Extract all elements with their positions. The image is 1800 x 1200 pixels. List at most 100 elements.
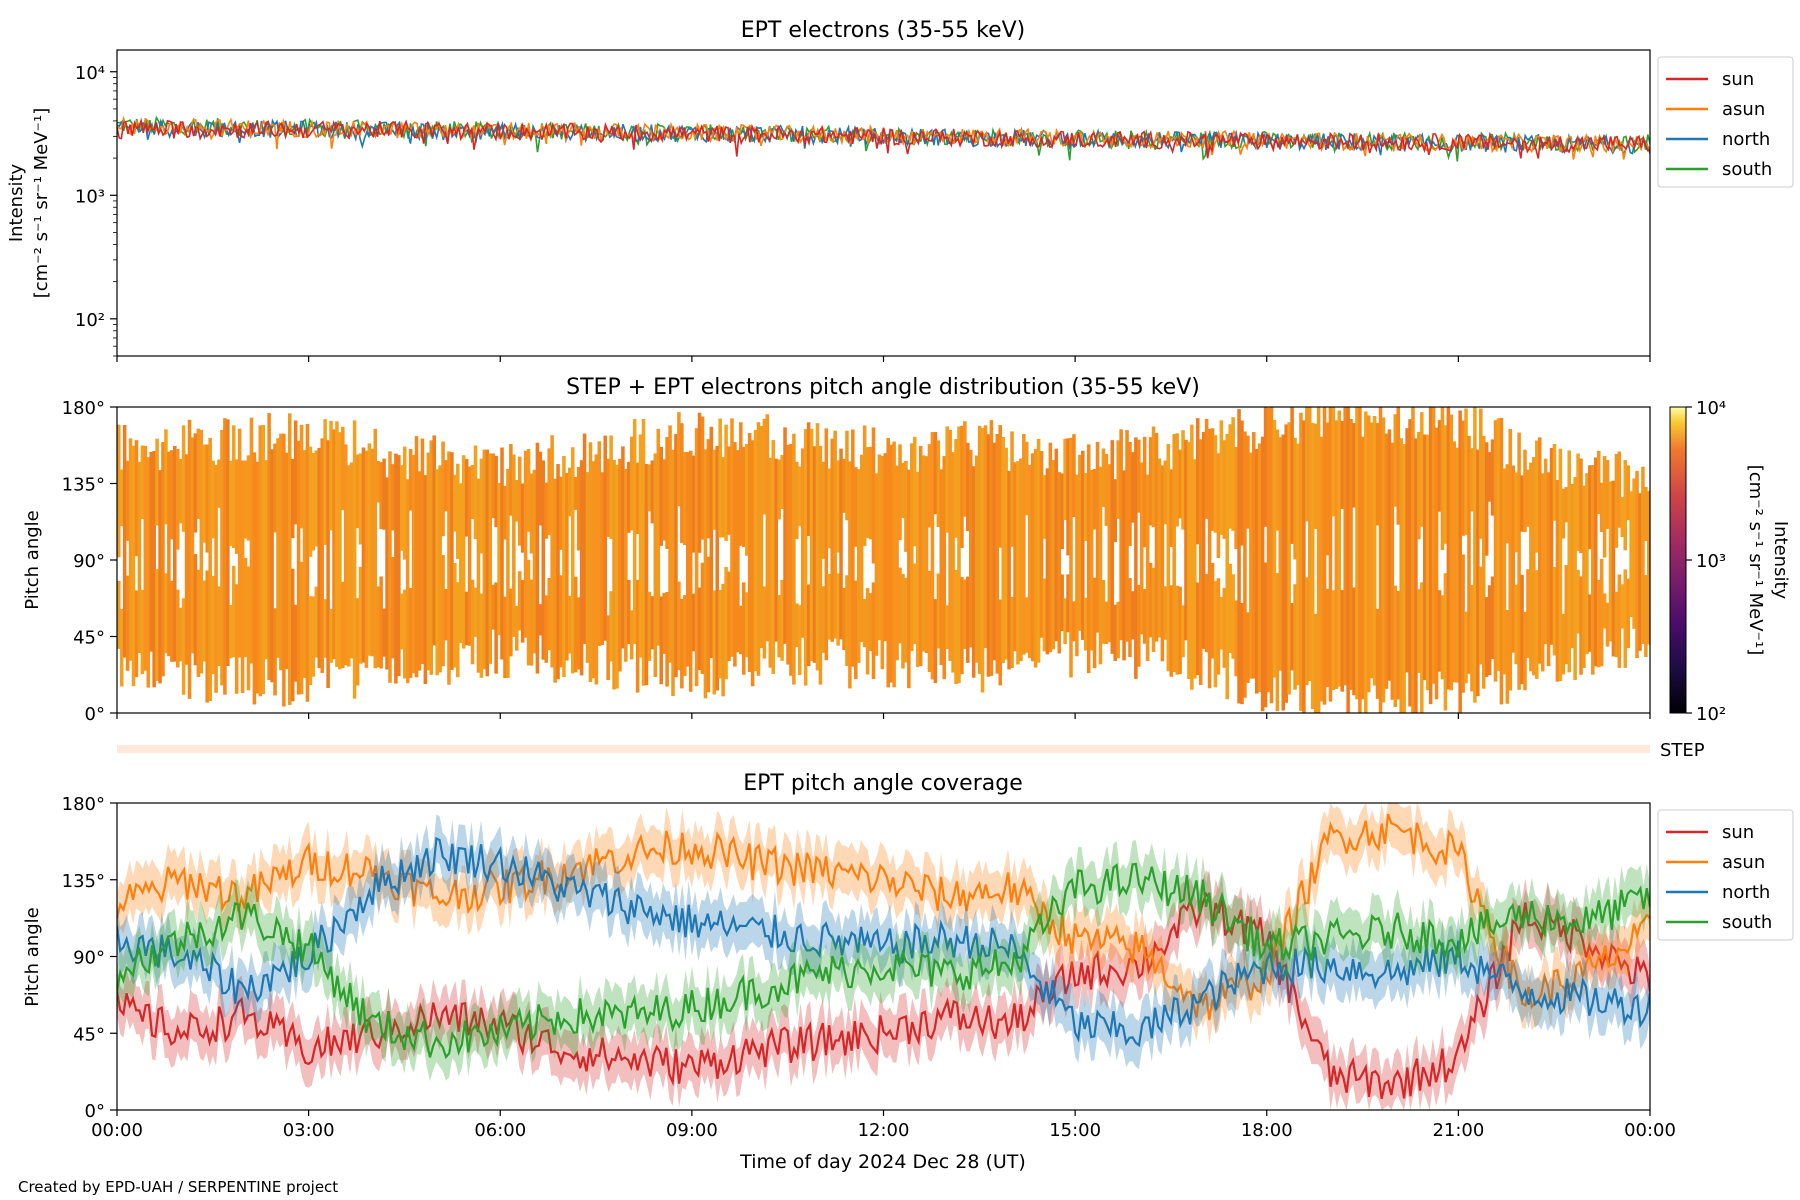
pad-column (1514, 584, 1518, 665)
pad-column (364, 450, 369, 668)
x-tick-label: 00:00 (91, 1120, 143, 1141)
pad-column (1617, 574, 1622, 668)
pad-column (1408, 419, 1412, 707)
pad-column (650, 460, 655, 524)
pad-column (573, 576, 578, 673)
x-tick-label: 03:00 (283, 1120, 335, 1141)
pad-column (1184, 439, 1188, 641)
pad-column (167, 451, 171, 657)
pad-column (1083, 597, 1088, 651)
pad-column (1131, 452, 1135, 523)
pad-column (223, 418, 227, 695)
pad-column (871, 582, 876, 680)
pad-column (756, 422, 761, 676)
pad-column (1278, 437, 1283, 671)
pad-column (650, 596, 655, 650)
pad-column (125, 575, 130, 671)
pad-column (397, 455, 401, 677)
pad-column (367, 443, 372, 656)
pad-column (544, 482, 549, 539)
pad-column (1322, 407, 1327, 705)
pad-column (429, 440, 434, 675)
x-tick-label: 00:00 (1624, 1120, 1676, 1141)
pad-column (1222, 440, 1227, 539)
pad-column (606, 458, 610, 537)
panel2-x-axis (116, 713, 1651, 719)
pad-column (376, 586, 380, 668)
pad-column (986, 434, 991, 677)
pad-column (1287, 422, 1291, 695)
pad-column (727, 446, 731, 535)
pad-column (1529, 462, 1533, 672)
pad-column (821, 461, 826, 559)
pad-column (190, 437, 195, 654)
pad-column (1004, 447, 1008, 660)
pad-column (954, 439, 958, 538)
pad-column (718, 589, 722, 679)
pad-column (1204, 418, 1209, 519)
pad-column (1602, 593, 1607, 629)
pad-column (1313, 613, 1318, 713)
pad-column (930, 432, 935, 680)
pad-column (1647, 490, 1650, 645)
pad-column (1195, 418, 1200, 545)
pad-column (1561, 613, 1566, 675)
pad-column (1151, 567, 1156, 652)
colorbar-label-line1: Intensity (1770, 521, 1791, 600)
pad-column (164, 429, 168, 525)
pad-column (1558, 448, 1563, 682)
pad-column (293, 420, 298, 525)
panel3-y-axis: 0° 45° 90° 135° 180° (62, 794, 117, 1122)
pad-column (175, 449, 180, 550)
pad-column (945, 426, 949, 533)
pad-column (402, 589, 407, 679)
pad-column (1352, 423, 1356, 508)
pad-column (715, 445, 720, 691)
pad-column (1166, 443, 1171, 672)
pad-column (644, 463, 649, 686)
pad-column (1305, 577, 1309, 686)
pad-column (1325, 422, 1330, 556)
pad-column (1216, 578, 1221, 675)
pad-column (1101, 579, 1106, 644)
pad-column (1310, 422, 1315, 710)
pad-column (691, 455, 696, 553)
colorbar-tick-label: 10² (1696, 704, 1726, 725)
pad-column (824, 428, 829, 661)
series-line-north (117, 836, 1650, 1048)
pad-column (868, 593, 873, 652)
pad-column (205, 444, 209, 553)
pad-column (1169, 585, 1174, 677)
pad-column (865, 588, 870, 675)
pad-column (1467, 435, 1471, 674)
pad-column (405, 479, 410, 684)
panel-intensity: EPT electrons (35-55 keV) 10² 10³ 10⁴ Inte… (6, 18, 1794, 362)
pad-column (960, 576, 964, 675)
pad-column (146, 457, 151, 688)
pad-column (1175, 433, 1179, 527)
pad-column (1237, 409, 1241, 704)
pad-column (1455, 447, 1459, 683)
pad-column (951, 452, 955, 673)
pad-column (1222, 587, 1227, 668)
pad-column (907, 469, 911, 689)
pad-column (461, 455, 466, 649)
pad-column (1025, 597, 1029, 653)
pad-column (647, 464, 652, 512)
pad-column (703, 449, 708, 699)
pad-column (1063, 438, 1067, 521)
pad-column (1417, 431, 1421, 540)
pad-column (1042, 578, 1047, 652)
pad-column (320, 438, 324, 674)
pad-column (957, 426, 961, 684)
pad-column (862, 425, 867, 546)
pad-column (1614, 591, 1619, 658)
pad-column (1337, 410, 1342, 687)
pad-column (1157, 458, 1162, 638)
pad-column (706, 439, 711, 539)
pad-column (1110, 440, 1115, 654)
pad-column (290, 568, 295, 702)
pad-column (1060, 473, 1064, 550)
pad-column (777, 595, 781, 658)
legend-label-south: south (1722, 912, 1772, 933)
